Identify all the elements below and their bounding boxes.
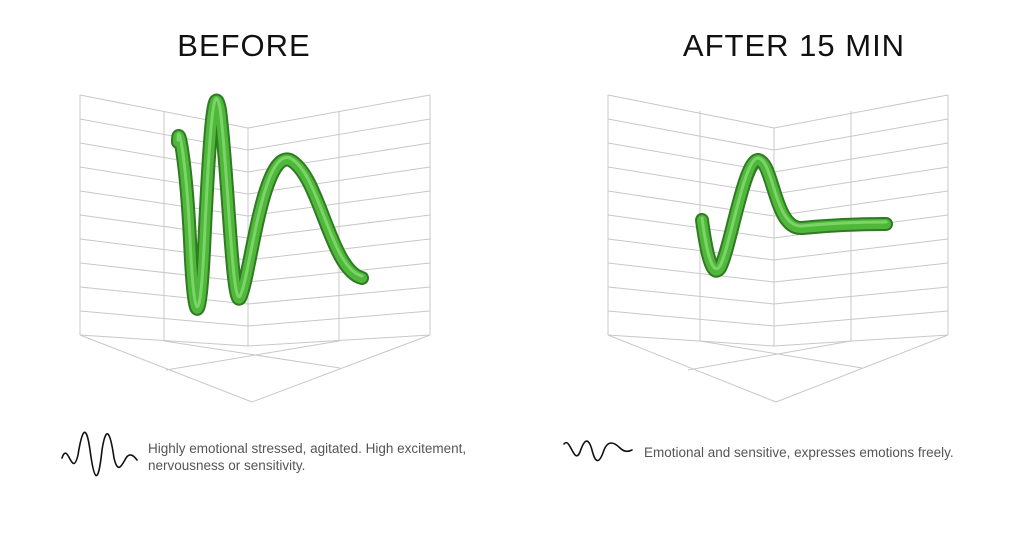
after-caption-text: Emotional and sensitive, expresses emoti…	[644, 444, 954, 460]
before-title: BEFORE	[177, 28, 311, 63]
before-grid-lines	[79, 94, 431, 403]
low-amplitude-wave-icon	[562, 432, 634, 472]
after-wave	[695, 153, 893, 278]
high-amplitude-wave-icon	[60, 420, 138, 494]
before-panel: BEFORE	[60, 28, 480, 494]
before-caption-text: Highly emotional stressed, agitated. Hig…	[148, 441, 467, 473]
before-caption: Highly emotional stressed, agitated. Hig…	[60, 420, 480, 494]
after-3d-grid	[607, 94, 949, 403]
before-3d-grid	[79, 93, 431, 403]
after-panel: AFTER 15 MIN	[512, 0, 1024, 536]
after-title: AFTER 15 MIN	[682, 28, 906, 63]
before-wave	[171, 93, 369, 316]
after-grid-lines	[607, 94, 949, 403]
after-caption: Emotional and sensitive, expresses emoti…	[562, 432, 1022, 472]
